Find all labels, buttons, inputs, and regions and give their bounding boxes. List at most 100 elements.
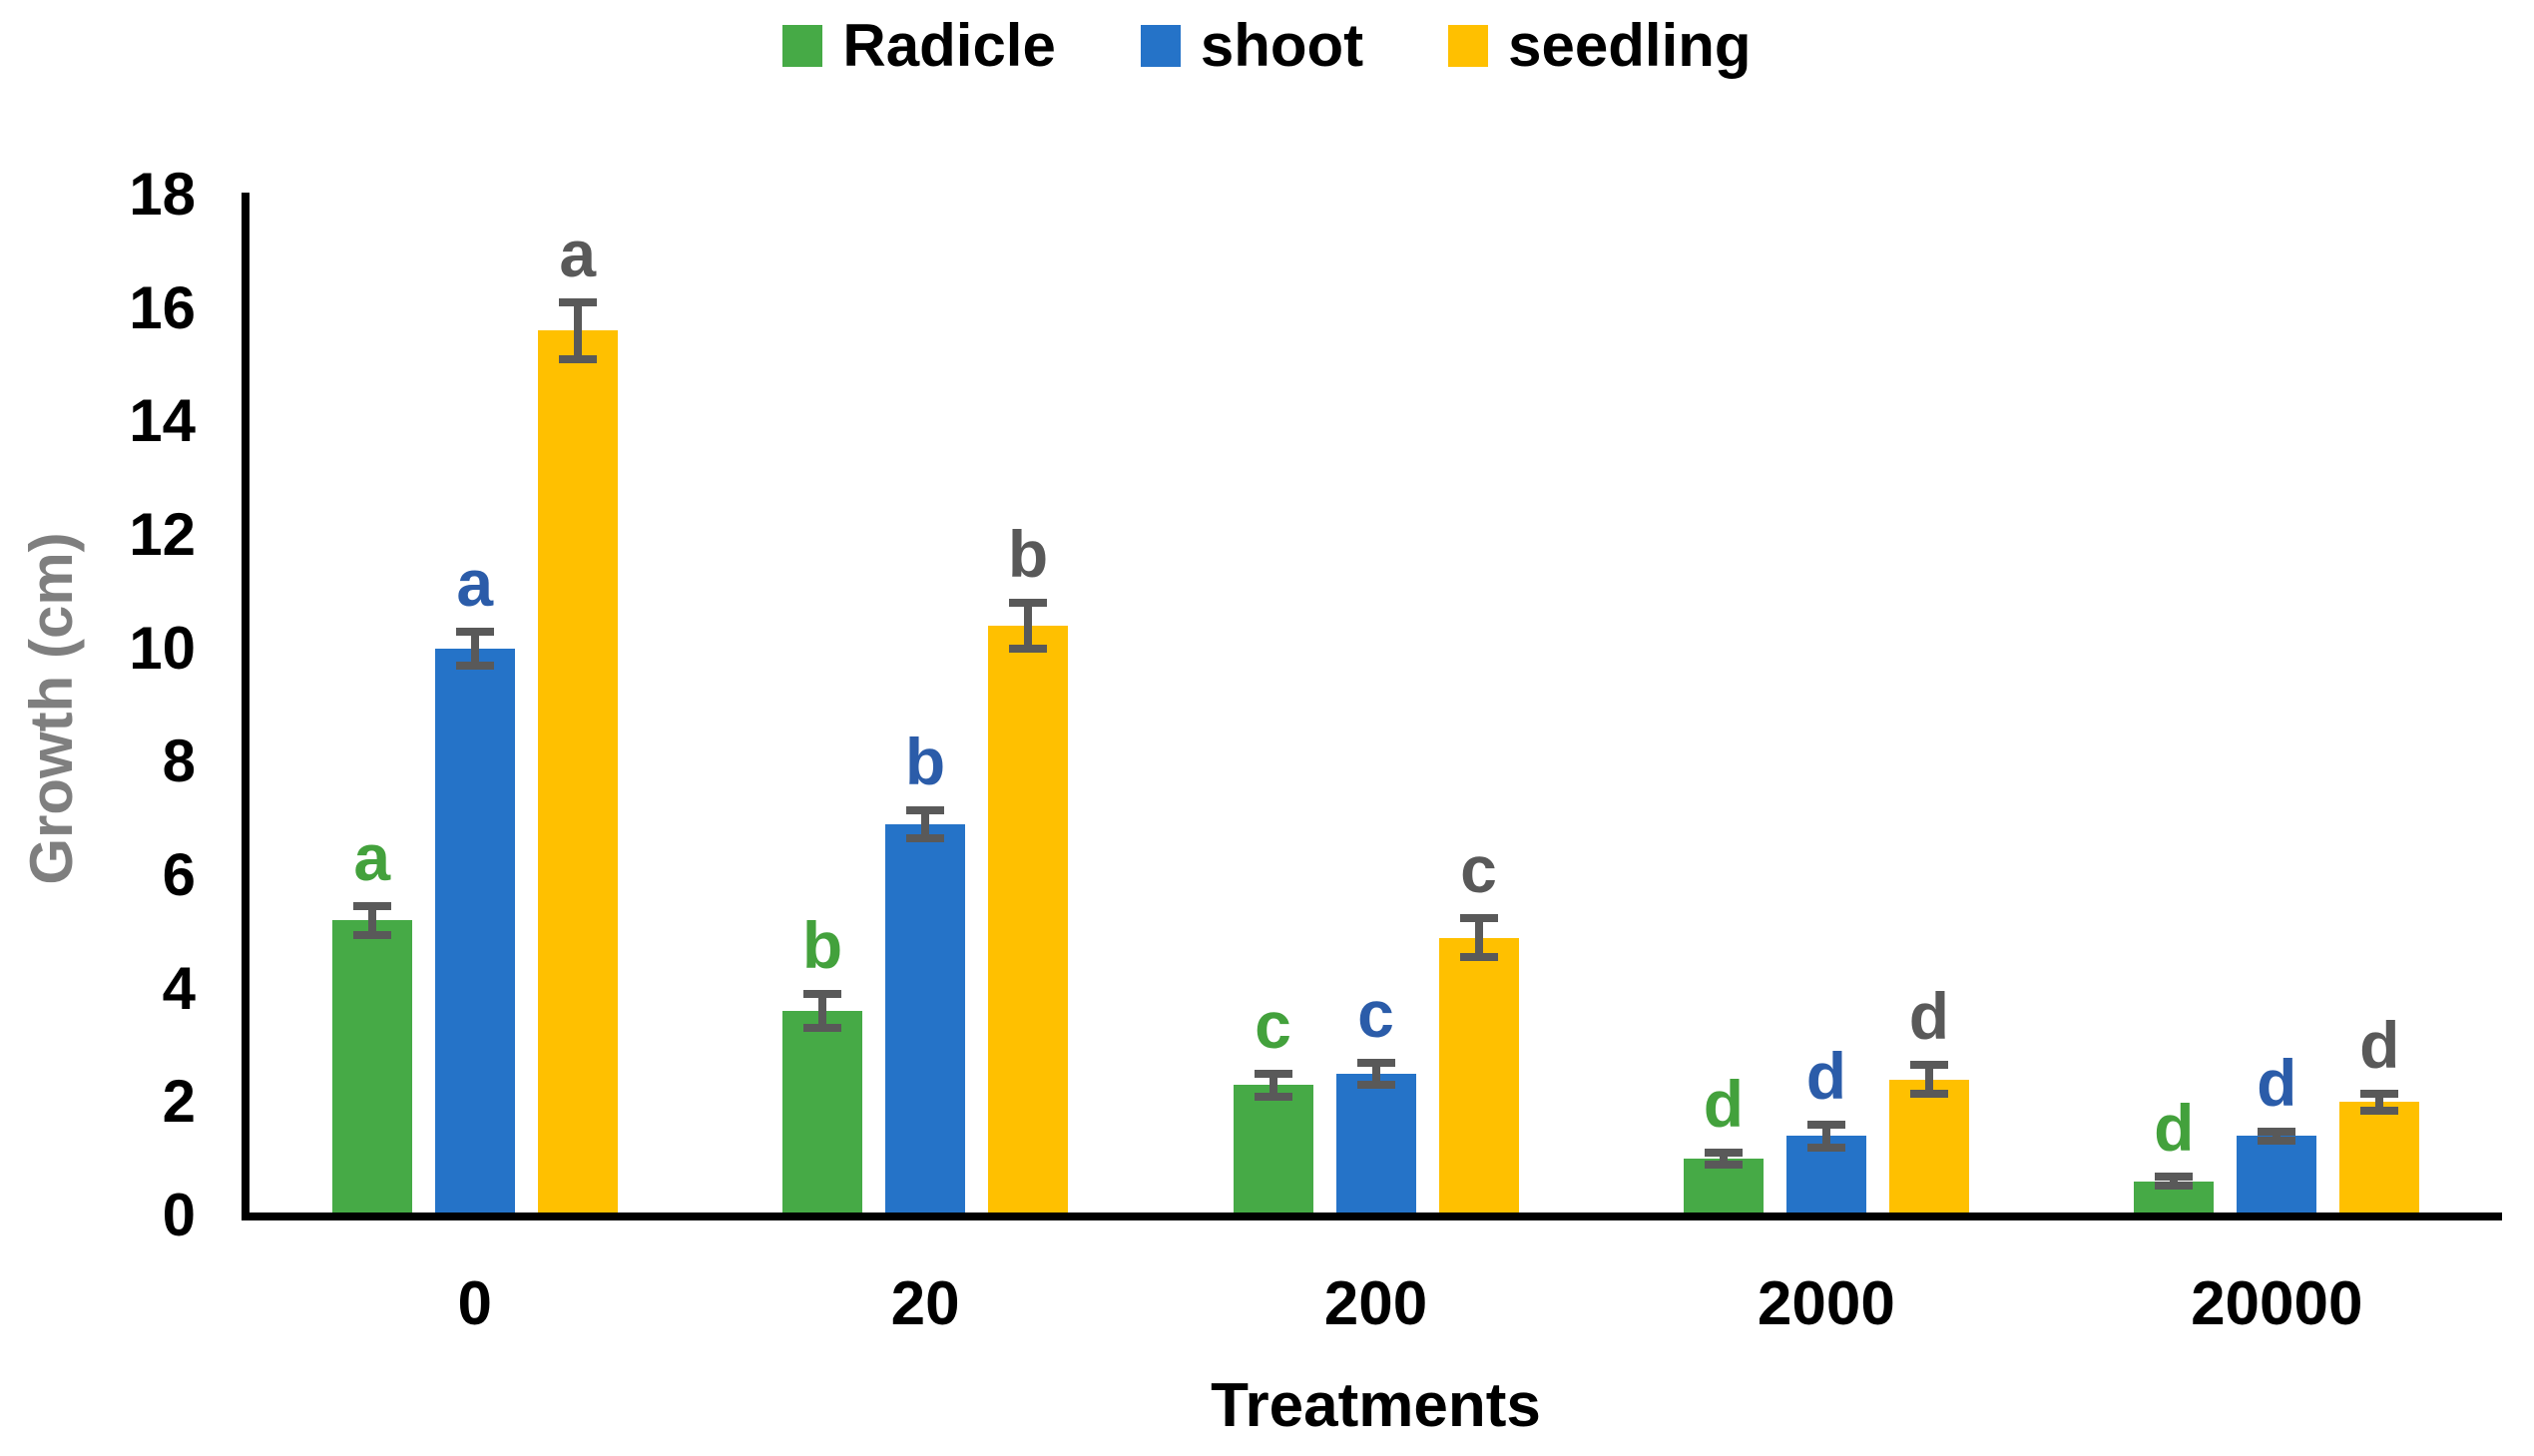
- legend-item-radicle: Radicle: [782, 12, 1056, 79]
- x-axis-line: [242, 1213, 2502, 1220]
- error-bar-cap-bottom: [2360, 1106, 2399, 1115]
- significance-letter: d: [1805, 1039, 1847, 1114]
- error-bar-cap-bottom: [906, 834, 945, 843]
- error-bar-cap-bottom: [1909, 1089, 1948, 1098]
- legend-item-shoot: shoot: [1140, 12, 1364, 79]
- error-bar-whisker: [818, 994, 827, 1029]
- y-tick-label: 16: [129, 273, 196, 341]
- y-tick-label: 18: [129, 161, 196, 228]
- error-bar-whisker: [2375, 1093, 2384, 1111]
- x-axis-title: Treatments: [1211, 1371, 1541, 1440]
- error-bar-whisker: [2273, 1131, 2281, 1141]
- significance-letter: d: [1703, 1067, 1745, 1142]
- error-bar-cap-top: [1254, 1069, 1292, 1078]
- x-tick-label: 0: [457, 1269, 492, 1338]
- legend-swatch-shoot: [1140, 25, 1181, 67]
- error-bar-whisker: [573, 302, 582, 359]
- error-bar-cap-bottom: [455, 661, 494, 670]
- error-bar-cap-bottom: [1009, 644, 1048, 653]
- bar-seedling-20: [988, 625, 1069, 1215]
- bar-radicle-0: [331, 920, 412, 1215]
- y-axis-title: Growth (cm): [18, 532, 85, 885]
- error-bar-whisker: [1821, 1125, 1830, 1148]
- error-bar-cap-top: [1356, 1058, 1395, 1067]
- significance-letter: c: [1357, 976, 1394, 1051]
- legend-swatch-radicle: [782, 25, 823, 67]
- error-bar-cap-top: [1459, 913, 1498, 922]
- error-bar-whisker: [2170, 1177, 2179, 1187]
- significance-letter: b: [904, 724, 946, 798]
- y-tick-label: 10: [129, 614, 196, 682]
- error-bar-cap-bottom: [352, 930, 391, 939]
- bar-shoot-200: [1335, 1073, 1416, 1215]
- error-bar-cap-top: [2258, 1127, 2296, 1136]
- error-bar-cap-bottom: [803, 1024, 842, 1033]
- error-bar-whisker: [470, 631, 479, 666]
- error-bar-whisker: [1268, 1073, 1277, 1097]
- error-bar-whisker: [367, 906, 376, 935]
- legend: Radicle shoot seedling: [0, 16, 2534, 76]
- bar-shoot-0: [434, 648, 515, 1215]
- bar-radicle-200: [1233, 1085, 1313, 1215]
- significance-letter: b: [1007, 517, 1049, 592]
- error-bar-cap-bottom: [2258, 1136, 2296, 1145]
- legend-label: Radicle: [842, 12, 1056, 79]
- error-bar-whisker: [1371, 1062, 1380, 1086]
- bar-seedling-2000: [1888, 1079, 1969, 1215]
- bar-seedling-0: [537, 330, 618, 1215]
- significance-letter: b: [801, 908, 843, 983]
- y-tick-label: 6: [162, 841, 196, 908]
- significance-letter: c: [1255, 987, 1291, 1062]
- significance-letter: a: [353, 820, 391, 895]
- error-bar-whisker: [1024, 603, 1033, 649]
- significance-letter: d: [2154, 1091, 2195, 1166]
- legend-label: seedling: [1508, 12, 1752, 79]
- y-tick-label: 14: [129, 387, 196, 455]
- error-bar-cap-top: [558, 297, 597, 306]
- error-bar-whisker: [921, 809, 930, 839]
- bar-radicle-20: [782, 1011, 863, 1215]
- y-tick-label: 12: [129, 501, 196, 568]
- bar-shoot-20000: [2237, 1136, 2317, 1215]
- error-bar-cap-bottom: [2155, 1182, 2194, 1191]
- legend-item-seedling: seedling: [1448, 12, 1752, 79]
- significance-letter: c: [1460, 831, 1497, 906]
- x-tick-label: 20000: [2191, 1269, 2363, 1338]
- error-bar-cap-bottom: [1806, 1143, 1845, 1152]
- error-bar-cap-top: [1909, 1061, 1948, 1070]
- error-bar-cap-bottom: [1459, 953, 1498, 962]
- error-bar-cap-bottom: [558, 354, 597, 363]
- error-bar-cap-top: [906, 805, 945, 814]
- legend-swatch-seedling: [1448, 25, 1489, 67]
- error-bar-cap-bottom: [1704, 1160, 1743, 1169]
- x-tick-label: 2000: [1757, 1269, 1895, 1338]
- y-tick-label: 0: [162, 1182, 196, 1248]
- error-bar-cap-top: [803, 990, 842, 999]
- error-bar-cap-top: [2155, 1173, 2194, 1182]
- error-bar-whisker: [1474, 917, 1483, 958]
- error-bar-cap-top: [1806, 1121, 1845, 1130]
- error-bar-whisker: [1719, 1153, 1728, 1165]
- significance-letter: a: [456, 545, 494, 620]
- bar-seedling-20000: [2339, 1102, 2420, 1215]
- y-tick-label: 2: [162, 1068, 196, 1136]
- y-tick-label: 8: [162, 728, 196, 795]
- error-bar-cap-top: [1009, 599, 1048, 608]
- significance-letter: a: [559, 216, 597, 290]
- error-bar-cap-top: [352, 902, 391, 911]
- significance-letter: d: [1908, 979, 1950, 1054]
- x-tick-label: 200: [1323, 1269, 1428, 1338]
- error-bar-whisker: [1924, 1065, 1933, 1094]
- error-bar-cap-bottom: [1356, 1081, 1395, 1090]
- error-bar-cap-top: [1704, 1149, 1743, 1158]
- error-bar-cap-bottom: [1254, 1092, 1292, 1101]
- legend-label: shoot: [1200, 12, 1364, 79]
- x-tick-label: 20: [890, 1269, 960, 1338]
- error-bar-cap-top: [455, 627, 494, 636]
- significance-letter: d: [2257, 1045, 2297, 1120]
- bar-shoot-20: [885, 823, 966, 1215]
- significance-letter: d: [2359, 1007, 2400, 1082]
- error-bar-cap-top: [2360, 1089, 2399, 1098]
